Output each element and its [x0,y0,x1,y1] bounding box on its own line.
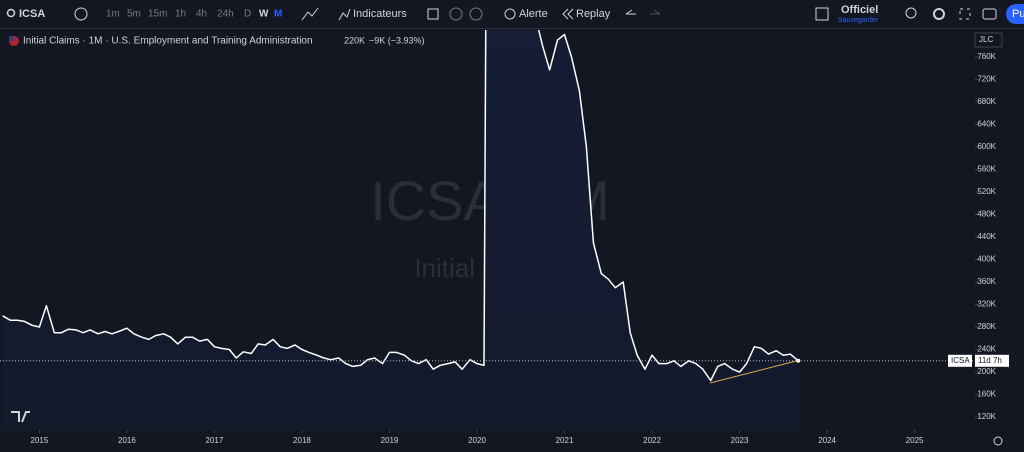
area-fill [2,30,799,430]
x-tick-label: 2025 [906,436,924,445]
y-tick-label: 360K [977,277,996,286]
publish-button[interactable] [1006,4,1024,24]
y-tick-label: 600K [977,142,996,151]
y-tick-label: 640K [977,120,996,129]
interval[interactable]: 1m [106,9,120,20]
redo[interactable] [650,9,661,15]
y-tick-label: 760K [977,52,996,61]
scale-mode-box[interactable] [974,32,1003,48]
x-tick-label: 2018 [293,436,311,445]
scale-mode[interactable]: JLC [979,35,993,44]
search-icon[interactable] [6,8,16,18]
fullscreen[interactable] [959,8,971,20]
x-tick-label: 2015 [30,436,48,445]
interval[interactable]: 15m [148,9,167,20]
publish[interactable]: Pu [1012,8,1024,20]
legend-change: −9K (−3.93%) [369,35,425,45]
price-label-symbol-box [948,354,972,367]
line [2,30,799,382]
interval[interactable]: 24h [217,9,234,20]
replay[interactable]: Replay [576,8,611,20]
trend-line[interactable] [709,359,801,384]
y-tick-label: 520K [977,187,996,196]
axes: 120K 160K 200K 240K 280K 320K 360K 400K 440K 480K… [30,52,996,445]
flag-canton [9,36,14,41]
last-point [796,358,801,363]
x-tick-label: 2020 [468,436,486,445]
price-label-countdown: 11d 7h [978,356,1002,365]
y-tick-label: 200K [977,367,996,376]
layout-name[interactable]: Officiel [841,4,878,16]
logo [11,411,30,423]
interval[interactable]: W [259,9,269,20]
interval[interactable]: 4h [196,9,207,20]
alert-icon[interactable] [504,8,516,20]
x-tick-label: 2024 [818,436,836,445]
toolbar: ICSA 1m 5m 15m 1h 4h 24h D W M Indicateurs Alert… [6,4,1024,24]
y-tick-label: 680K [977,97,996,106]
snapshot[interactable] [982,8,997,20]
legend-last: 220K [344,35,365,45]
r-icon[interactable] [469,7,483,21]
search-alt[interactable] [905,7,917,19]
x-tick-label: 2022 [643,436,661,445]
y-tick-label: 720K [977,75,996,84]
y-tick-label: 160K [977,390,996,399]
replay-icon[interactable] [562,8,574,20]
interval[interactable]: D [244,9,251,20]
interval[interactable]: M [274,9,282,20]
x-tick-label: 2017 [206,436,224,445]
x-tick-label: 2023 [731,436,749,445]
indicators[interactable]: Indicateurs [353,8,407,20]
undo[interactable] [625,9,636,15]
x-tick-label: 2019 [381,436,399,445]
symbol[interactable]: ICSA [19,8,45,20]
price-label-box [975,354,1009,367]
chart-type-icon[interactable] [301,7,319,21]
axis-settings[interactable] [993,436,1003,446]
x-tick-label: 2016 [118,436,136,445]
y-tick-label: 280K [977,322,996,331]
x-tick-label: 2021 [556,436,574,445]
save[interactable]: Sauvegarder [838,17,879,24]
indicators-icon[interactable] [338,8,351,21]
y-tick-label: 120K [977,412,996,421]
y-tick-label: 560K [977,165,996,174]
legend-title: Initial Claims · 1M · U.S. Employment an… [23,36,313,47]
y-tick-label: 440K [977,232,996,241]
alert[interactable]: Alerte [519,8,548,20]
legend: Initial Claims · 1M · U.S. Employment an… [9,35,425,47]
y-tick-label: 400K [977,255,996,264]
compare-icon[interactable] [74,7,88,21]
settings[interactable] [933,8,945,20]
interval[interactable]: 1h [175,9,186,20]
price-label-symbol: ICSA [951,356,970,365]
layout-icon[interactable] [815,7,829,21]
y-tick-label: 240K [977,345,996,354]
plot [0,30,975,430]
y-tick-label: 480K [977,210,996,219]
interval[interactable]: 5m [127,9,141,20]
r-icon[interactable] [449,7,463,21]
templates-icon[interactable] [427,8,439,20]
y-tick-label: 320K [977,300,996,309]
